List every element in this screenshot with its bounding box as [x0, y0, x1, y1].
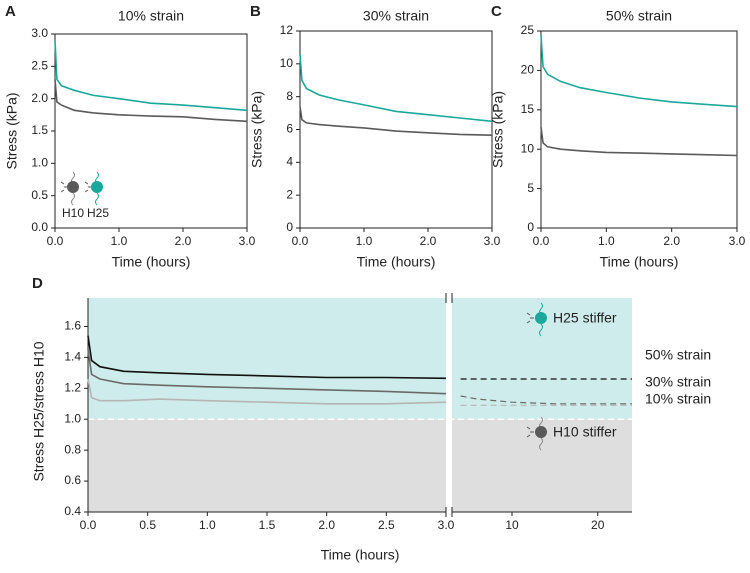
axis-break-gap [446, 291, 452, 522]
x-tick-label: 10 [505, 518, 519, 532]
chart-title: 10% strain [118, 8, 184, 24]
y-tick-label: 0.0 [31, 220, 48, 234]
x-tick-label: 2.0 [318, 518, 335, 532]
series-line [54, 79, 248, 123]
y-tick-label: 8 [286, 89, 293, 103]
x-axis-label: Time (hours) [600, 254, 679, 270]
plot-frame [54, 33, 248, 229]
x-tick-label: 1.0 [356, 234, 373, 248]
legend-label: H25 [87, 206, 109, 220]
x-axis-label: Time (hours) [112, 254, 191, 270]
x-tick-label: 0.0 [47, 234, 64, 248]
x-tick-label: 2.0 [420, 234, 437, 248]
y-tick-label: 1.5 [31, 123, 48, 137]
y-tick-label: 2.5 [31, 59, 48, 73]
y-tick-label: 15 [521, 102, 535, 116]
x-tick-label: 1.5 [259, 518, 276, 532]
panel-label: A [5, 3, 16, 20]
y-tick-label: 10 [521, 141, 535, 155]
y-tick-label: 0.5 [31, 188, 48, 202]
x-tick-label: 0.5 [139, 518, 156, 532]
extrapolation-line [460, 395, 632, 405]
x-tick-label: 2.5 [378, 518, 395, 532]
y-tick-label: 4 [286, 155, 293, 169]
y-tick-label: 6 [286, 122, 293, 136]
inset-icons [60, 171, 103, 206]
y-axis-label: Stress (kPa) [490, 91, 506, 168]
y-tick-label: 1.2 [64, 380, 81, 394]
chart-title: 50% strain [606, 8, 672, 24]
y-tick-label: 0 [286, 220, 293, 234]
x-tick-label: 3.0 [729, 234, 746, 248]
x-tick-label: 1.0 [598, 234, 615, 248]
x-tick-label: 1.0 [199, 518, 216, 532]
series-line [540, 34, 738, 108]
y-tick-label: 5 [527, 181, 534, 195]
series-line [87, 349, 447, 395]
y-tick-label: 12 [280, 23, 294, 37]
series-label: 10% strain [645, 391, 711, 407]
y-tick-label: 0.8 [64, 442, 81, 456]
series-line [299, 106, 493, 136]
y-tick-label: 25 [521, 23, 535, 37]
panel-label: C [491, 3, 502, 20]
y-axis-label: Stress (kPa) [249, 91, 265, 168]
series-label: 50% strain [645, 347, 711, 363]
d-icons [526, 302, 547, 451]
x-tick-label: 20 [591, 518, 605, 532]
x-tick-label: 1.0 [111, 234, 128, 248]
x-tick-label: 3.0 [484, 234, 501, 248]
y-tick-label: 0.4 [64, 504, 81, 518]
region-above [88, 298, 632, 420]
annotation: H10 stiffer [553, 424, 617, 440]
chart-title: 30% strain [363, 8, 429, 24]
x-tick-label: 2.0 [175, 234, 192, 248]
y-tick-label: 1.0 [31, 156, 48, 170]
y-axis-label: Stress (kPa) [4, 92, 20, 169]
y-tick-label: 1.0 [64, 411, 81, 425]
x-axis-label: Time (hours) [357, 254, 436, 270]
y-tick-label: 2.0 [31, 91, 48, 105]
annotation: H25 stiffer [553, 310, 617, 326]
x-tick-label: 3.0 [239, 234, 256, 248]
y-tick-label: 20 [521, 63, 535, 77]
plot-frame [299, 30, 493, 229]
y-tick-label: 2 [286, 187, 293, 201]
x-tick-label: 0.0 [80, 518, 97, 532]
x-tick-label: 3.0 [438, 518, 455, 532]
series-line [299, 53, 493, 123]
series-line [54, 40, 248, 112]
series-line [540, 126, 738, 157]
y-tick-label: 10 [280, 56, 294, 70]
series-line [87, 335, 447, 380]
y-tick-label: 0.6 [64, 473, 81, 487]
x-tick-label: 0.0 [533, 234, 550, 248]
plot-frame [540, 30, 738, 229]
panel-label: D [32, 275, 43, 292]
x-tick-label: 2.0 [663, 234, 680, 248]
panel-label: B [250, 3, 261, 20]
x-axis-label: Time (hours) [321, 547, 400, 563]
x-tick-label: 0.0 [292, 234, 309, 248]
legend-label: H10 [62, 206, 84, 220]
series-line [87, 378, 447, 405]
y-tick-label: 1.4 [64, 350, 81, 364]
y-tick-label: 0 [527, 220, 534, 234]
series-label: 30% strain [645, 374, 711, 390]
y-tick-label: 3.0 [31, 26, 48, 40]
y-axis-label: Stress H25/stress H10 [31, 341, 47, 481]
region-below [88, 419, 632, 512]
y-tick-label: 1.6 [64, 319, 81, 333]
